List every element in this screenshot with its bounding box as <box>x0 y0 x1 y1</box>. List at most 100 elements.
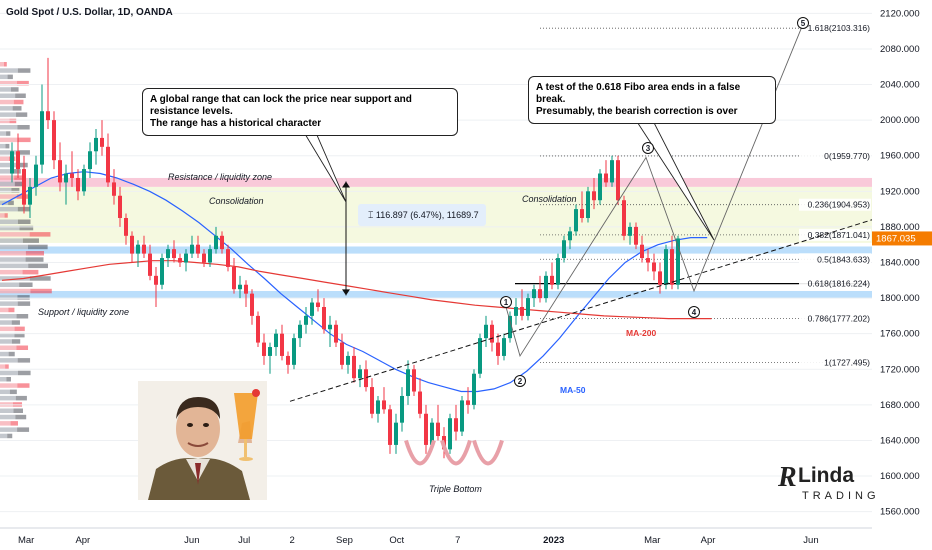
price-tick-label: 1680.000 <box>880 400 920 411</box>
profile-bar <box>0 307 9 313</box>
last-price-label: 1867.035 <box>876 233 916 244</box>
measure-box <box>358 204 486 226</box>
price-tick-label: 1720.000 <box>880 364 920 375</box>
profile-bar <box>22 238 39 243</box>
profile-bar <box>25 257 44 262</box>
candle-body <box>46 111 50 121</box>
profile-bar <box>0 383 18 388</box>
volume-profile <box>0 62 52 439</box>
fib-label: 0.786(1777.202) <box>808 313 871 323</box>
wave-label: 1 <box>504 298 509 307</box>
candle-body <box>376 400 380 414</box>
profile-bar <box>0 62 4 67</box>
fibo-callout-line2: Presumably, the bearish correction is ov… <box>536 106 738 117</box>
brand-logo: R Linda TRADING <box>776 462 876 506</box>
candle-body <box>202 253 206 263</box>
logo-sub-text: TRADING <box>802 490 880 502</box>
range-callout-line1: A global range that can lock the price n… <box>150 94 412 117</box>
candle-body <box>118 195 122 219</box>
profile-bar <box>0 358 18 363</box>
candle-body <box>490 324 494 343</box>
price-tick-label: 1920.000 <box>880 186 920 197</box>
profile-bar <box>0 276 30 281</box>
range-callout-pointer <box>295 118 347 203</box>
profile-bar <box>17 137 31 143</box>
time-tick-label: Sep <box>336 535 353 546</box>
candle-body <box>364 369 368 388</box>
time-tick-label: 2 <box>289 535 294 546</box>
candle-body <box>304 315 308 325</box>
wave-marker <box>642 142 654 154</box>
profile-bar <box>19 282 33 287</box>
profile-bar <box>9 389 17 395</box>
candle-body <box>472 373 476 405</box>
candle-body <box>160 258 164 285</box>
profile-bar <box>0 282 20 287</box>
measure-label: ⌶ 116.897 (6.47%), 11689.7 <box>368 210 479 220</box>
profile-bar <box>0 345 17 350</box>
profile-bar <box>0 99 14 105</box>
triple-bottom-arc <box>404 439 436 466</box>
candle-body <box>460 400 464 432</box>
candle-body <box>190 244 194 254</box>
candle-body <box>130 235 134 254</box>
moving-averages-layer <box>1 171 712 393</box>
fibo-callout-line1: A test of the 0.618 Fibo area ends in a … <box>536 82 741 105</box>
wave-marker <box>500 296 512 308</box>
profile-bar <box>0 106 13 111</box>
zones-layer <box>0 177 872 299</box>
time-tick-label: Mar <box>18 535 34 546</box>
candle-body <box>124 218 128 236</box>
profile-bar <box>17 383 30 388</box>
wave-marker <box>688 306 700 318</box>
fibo-callout: A test of the 0.618 Fibo area ends in a … <box>528 76 776 124</box>
profile-bar <box>16 345 29 350</box>
profile-bar <box>0 326 15 332</box>
candle-body <box>448 418 452 450</box>
profile-bar <box>15 395 27 401</box>
profile-bar <box>17 219 31 224</box>
symbol-title[interactable]: Gold Spot / U.S. Dollar, 1D, OANDA <box>6 7 173 18</box>
candle-body <box>634 226 638 245</box>
candle-body <box>412 369 416 392</box>
logo-initial: R <box>778 462 797 493</box>
fib-label-bg <box>799 253 871 266</box>
profile-bar <box>0 370 18 376</box>
candle-body <box>496 342 500 356</box>
ascending-trendline <box>289 219 873 402</box>
candle-body <box>52 120 56 161</box>
price-tick-label: 1600.000 <box>880 471 920 482</box>
time-tick-label: Jun <box>803 535 818 546</box>
candle-body <box>346 355 350 365</box>
candle-body <box>88 151 92 170</box>
candle-body <box>568 231 572 241</box>
candle-body <box>382 400 386 410</box>
time-tick-label: Oct <box>389 535 404 546</box>
triple-bottom-arc <box>440 439 472 466</box>
profile-bar <box>13 408 23 413</box>
candle-body <box>388 409 392 445</box>
profile-bar <box>0 125 18 130</box>
profile-bar <box>0 364 6 369</box>
candle-body <box>94 137 98 152</box>
candle-body <box>418 391 422 414</box>
profile-bar <box>17 125 30 130</box>
profile-bar <box>0 395 16 401</box>
candle-body <box>298 324 302 339</box>
candle-body <box>34 164 38 187</box>
profile-bar <box>4 213 8 218</box>
candle-body <box>598 173 602 201</box>
price-tick-label: 1880.000 <box>880 222 920 233</box>
candle-body <box>424 413 428 445</box>
candle-body <box>562 240 566 259</box>
candle-body <box>316 302 320 307</box>
profile-bar <box>8 351 15 357</box>
fib-label-bg <box>799 356 871 369</box>
candle-body <box>526 298 530 316</box>
profile-bar <box>14 181 26 187</box>
ma50-label: MA-50 <box>560 385 586 395</box>
profile-bar <box>10 87 19 92</box>
candle-body <box>334 324 338 343</box>
profile-bar <box>0 74 8 80</box>
